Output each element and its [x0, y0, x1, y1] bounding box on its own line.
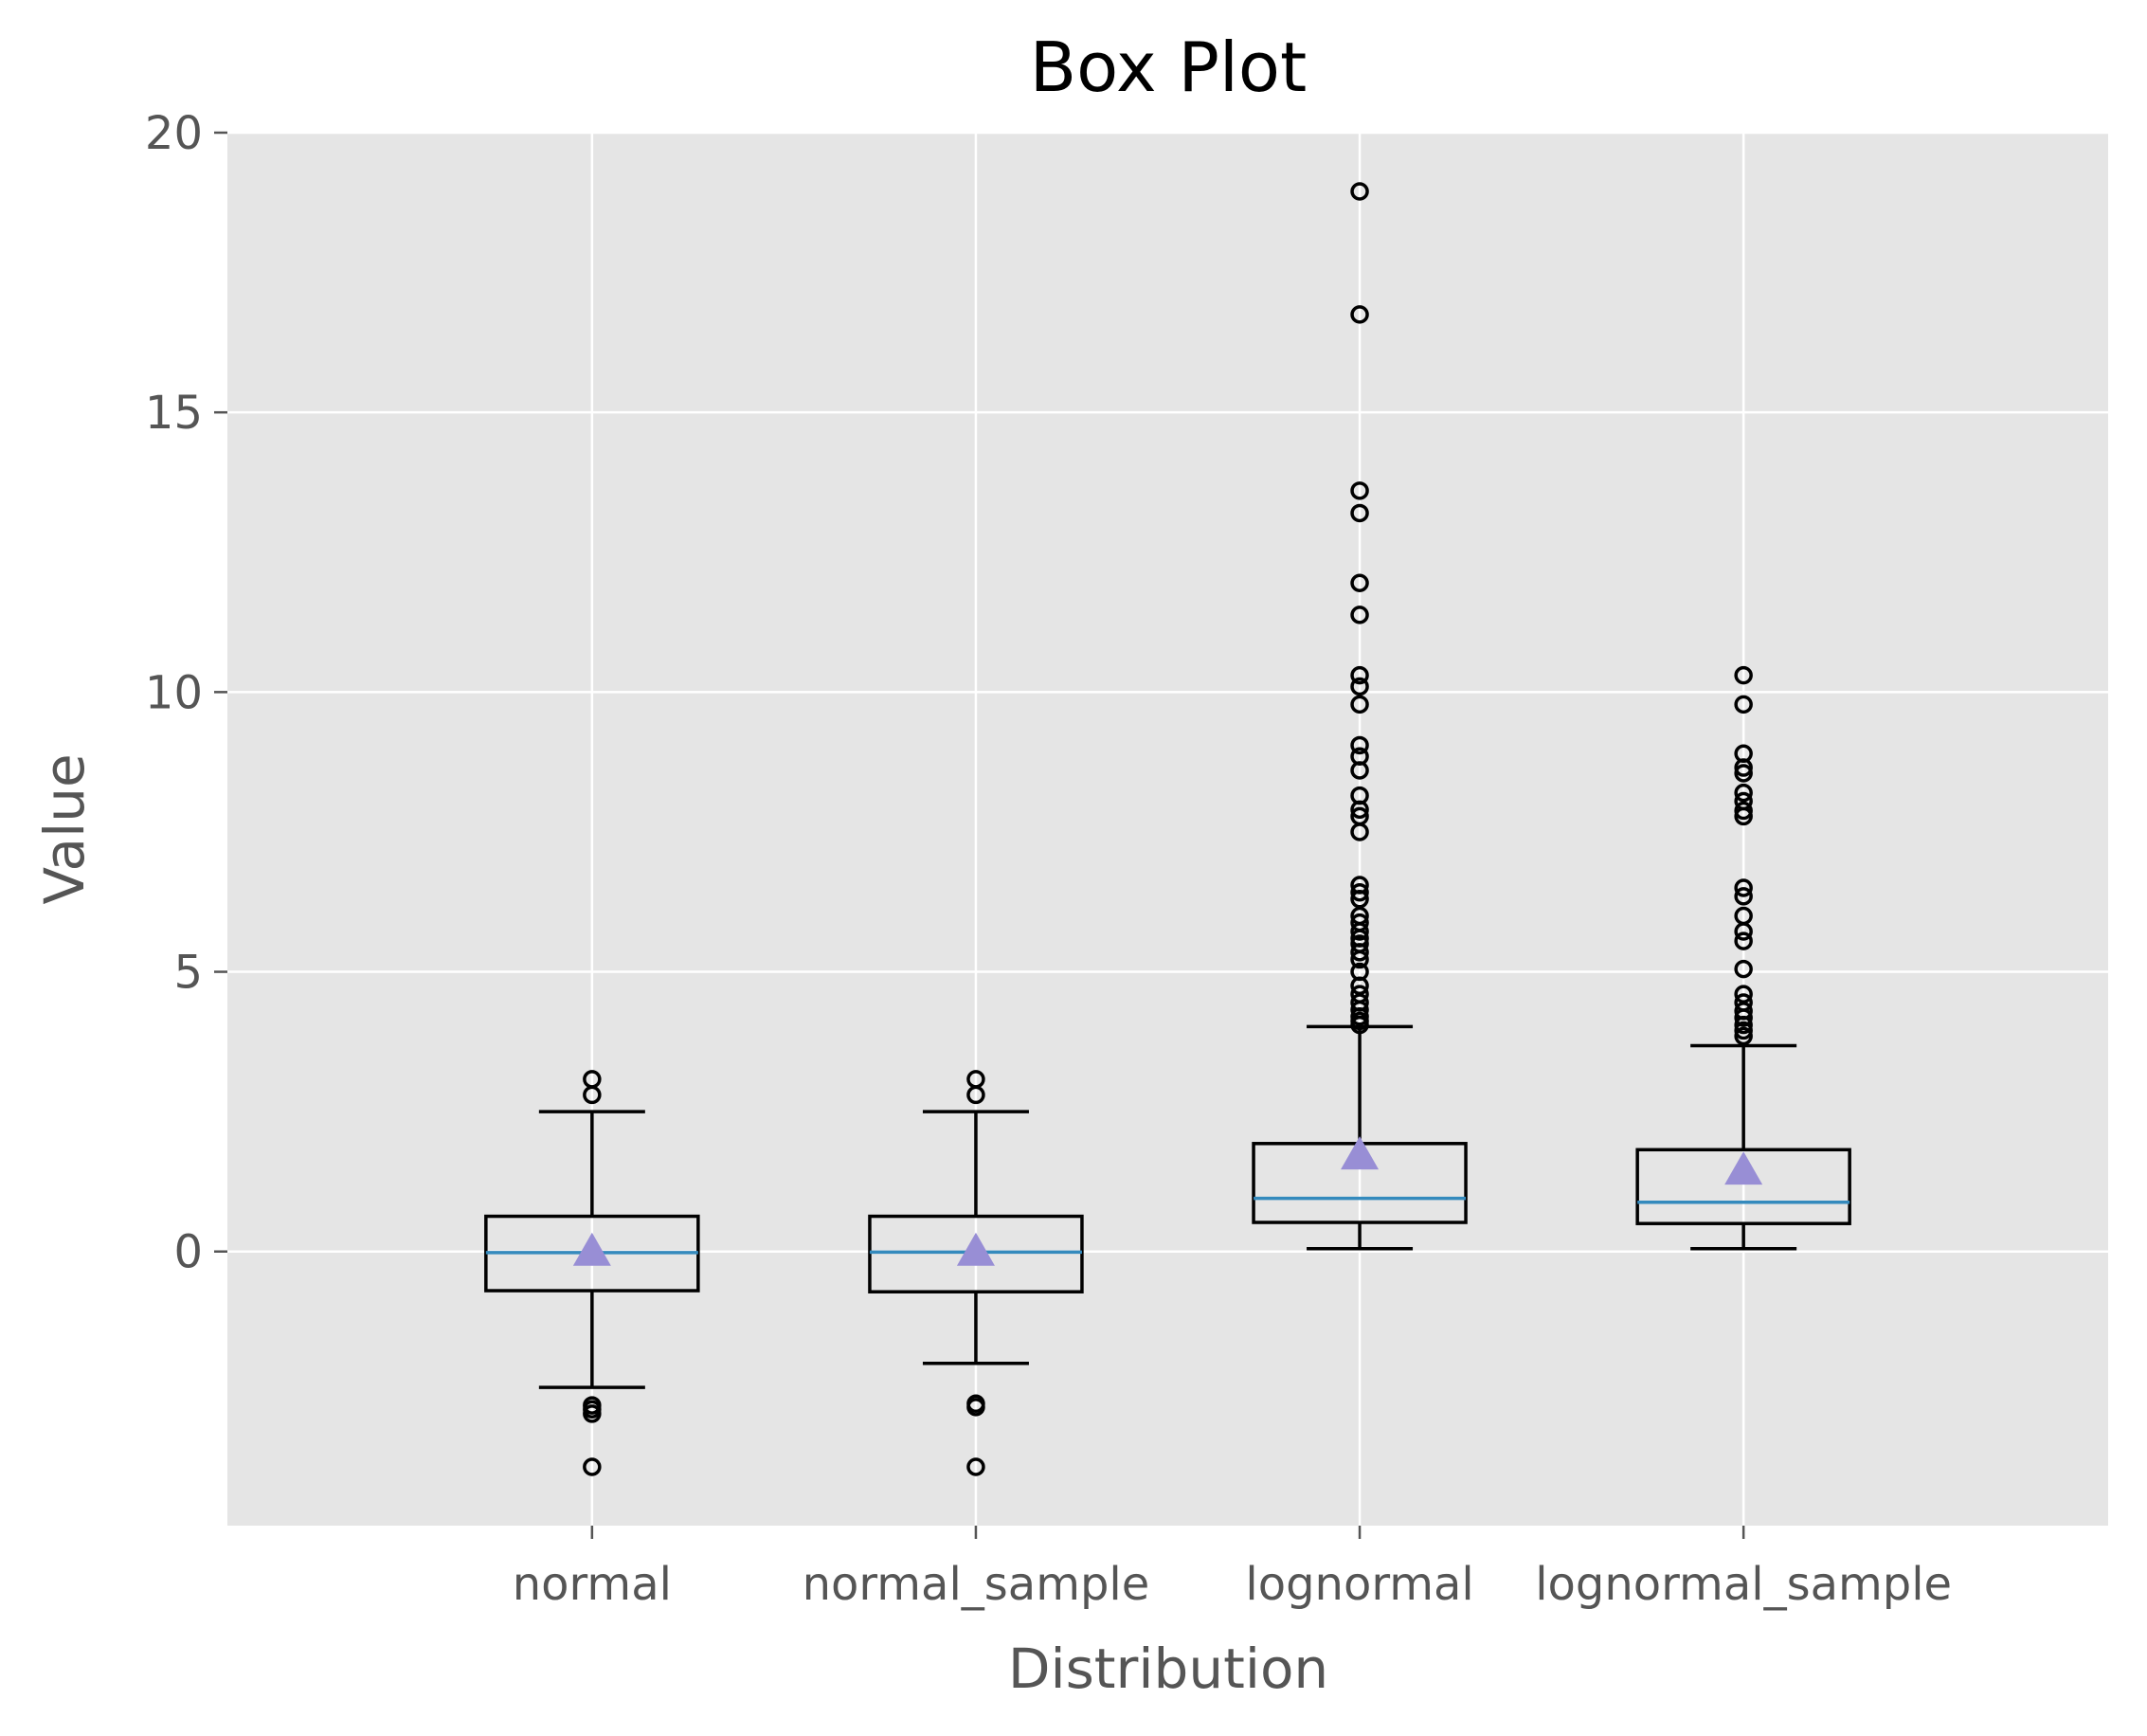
iqr-box	[868, 1214, 1084, 1293]
outlier-point	[1734, 1026, 1753, 1046]
outlier-point	[1734, 783, 1753, 803]
outlier-point	[1350, 761, 1369, 780]
outlier-point	[583, 1457, 602, 1476]
outlier-point	[1350, 1015, 1369, 1035]
box-normal	[484, 1070, 700, 1476]
outlier-point	[1734, 878, 1753, 897]
y-axis-label: Value	[32, 753, 97, 904]
outlier-point	[1350, 949, 1369, 969]
y-tick-label: 15	[145, 387, 203, 440]
outlier-point	[1734, 922, 1753, 941]
outlier-point	[1734, 801, 1753, 821]
outlier-point	[583, 1404, 602, 1423]
outlier-point	[966, 1398, 985, 1417]
outlier-point	[1734, 806, 1753, 826]
y-axis: 0 5 10 15 20	[145, 107, 227, 1279]
outlier-point	[1734, 758, 1753, 777]
outlier-point	[1350, 573, 1369, 592]
y-tick-label: 10	[145, 666, 203, 719]
outlier-point	[1350, 800, 1369, 820]
outlier-point	[1734, 959, 1753, 979]
box-lognormal	[1252, 182, 1468, 1251]
mean-marker	[572, 1232, 611, 1266]
outlier-point	[1734, 665, 1753, 685]
x-axis: normal normal_sample lognormal lognormal_sa…	[513, 1526, 1952, 1611]
outlier-point	[1734, 764, 1753, 783]
outlier-point	[1350, 305, 1369, 324]
mean-marker	[1724, 1151, 1763, 1185]
outlier-point	[1734, 695, 1753, 714]
plot-area	[227, 133, 2108, 1526]
outlier-point	[1350, 665, 1369, 685]
outlier-point	[1350, 481, 1369, 500]
outlier-point	[1350, 922, 1369, 941]
outlier-point	[1350, 735, 1369, 755]
x-tick-label: lognormal	[1245, 1558, 1473, 1611]
outlier-point	[1350, 606, 1369, 624]
grid-lines	[227, 131, 2108, 1526]
y-tick-label: 5	[173, 947, 203, 1000]
x-axis-label: Distribution	[1008, 1637, 1328, 1701]
outlier-point	[1734, 1008, 1753, 1027]
outlier-point	[1350, 677, 1369, 696]
outlier-point	[1350, 503, 1369, 523]
outlier-point	[1350, 823, 1369, 841]
outlier-point	[1350, 943, 1369, 962]
y-tick-label: 20	[145, 107, 203, 160]
outlier-point	[1350, 695, 1369, 714]
box-normal_sample	[868, 1070, 1084, 1476]
outlier-point	[1350, 882, 1369, 902]
iqr-box	[1635, 1148, 1851, 1225]
x-tick-label: normal	[513, 1558, 672, 1611]
outlier-point	[1734, 931, 1753, 950]
boxes	[484, 182, 1851, 1476]
outlier-point	[1734, 887, 1753, 906]
outlier-point	[966, 1085, 985, 1105]
y-tick-label: 0	[173, 1226, 203, 1279]
x-tick-label: normal_sample	[803, 1558, 1150, 1611]
outlier-point	[1350, 182, 1369, 201]
box-lognormal_sample	[1635, 665, 1851, 1251]
outlier-point	[966, 1457, 985, 1476]
mean-marker	[1341, 1136, 1380, 1170]
x-tick-label: lognormal_sample	[1535, 1558, 1952, 1611]
mean-marker	[956, 1232, 995, 1266]
outlier-point	[1734, 1021, 1753, 1040]
outlier-point	[583, 1085, 602, 1105]
chart-title: Box Plot	[1030, 27, 1307, 107]
outlier-point	[1734, 1015, 1753, 1035]
